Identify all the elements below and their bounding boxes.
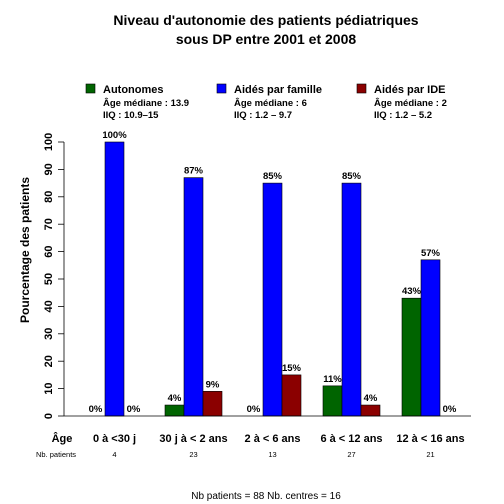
category-label-0: 0 à <30 j xyxy=(93,433,136,445)
data-label-0-2: 0% xyxy=(247,404,261,415)
legend-iiq-2: IIQ : 1.2 – 5.2 xyxy=(374,110,432,121)
footer-summary: Nb patients = 88 Nb. centres = 16 xyxy=(191,491,341,502)
data-label-1-3: 85% xyxy=(342,171,362,182)
data-label-1-2: 85% xyxy=(263,171,283,182)
category-labels: 0 à <30 j 4 30 j à < 2 ans 23 2 à < 6 ans 13 6… xyxy=(93,433,465,459)
data-label-2-3: 4% xyxy=(364,393,378,404)
legend-iiq-0: IIQ : 10.9–15 xyxy=(103,110,159,121)
chart-title-line1: Niveau d'autonomie des patients pédiatri… xyxy=(113,12,418,28)
legend-median-0: Âge médiane : 13.9 xyxy=(103,97,189,109)
bar-1-0 xyxy=(104,141,125,417)
bar-0-4 xyxy=(401,297,422,417)
y-tick-label-70: 70 xyxy=(43,218,55,230)
data-label-1-1: 87% xyxy=(184,166,204,177)
bar-1-4 xyxy=(420,259,441,417)
nb-patients-1: 23 xyxy=(189,450,197,459)
legend-median-1: Âge médiane : 6 xyxy=(234,97,307,109)
y-tick-label-10: 10 xyxy=(43,382,55,394)
y-tick-label-40: 40 xyxy=(43,300,55,312)
data-label-0-4: 43% xyxy=(402,286,422,297)
y-axis: 0 10 20 30 40 50 60 70 80 90 100 xyxy=(43,133,65,419)
y-tick-label-80: 80 xyxy=(43,191,55,203)
row-label-age: Âge xyxy=(52,432,73,445)
category-label-1: 30 j à < 2 ans xyxy=(159,433,227,445)
y-tick-label-20: 20 xyxy=(43,355,55,367)
data-label-2-2: 15% xyxy=(282,363,302,374)
nb-patients-2: 13 xyxy=(268,450,276,459)
legend-label-1: Aidés par famille xyxy=(234,84,322,96)
legend-label-0: Autonomes xyxy=(103,84,164,96)
bar-1-3 xyxy=(341,182,362,417)
data-label-1-4: 57% xyxy=(421,248,441,259)
bar-2-2 xyxy=(281,374,302,417)
data-label-0-0: 0% xyxy=(89,404,103,415)
data-label-0-3: 11% xyxy=(323,374,342,385)
nb-patients-0: 4 xyxy=(112,450,116,459)
y-tick-label-100: 100 xyxy=(43,133,55,151)
bar-0-3 xyxy=(322,385,343,417)
legend-swatch-0 xyxy=(85,83,96,94)
y-tick-label-30: 30 xyxy=(43,328,55,340)
y-axis-label: Pourcentage des patients xyxy=(18,177,32,323)
data-label-2-0: 0% xyxy=(127,404,141,415)
category-label-3: 6 à < 12 ans xyxy=(320,433,382,445)
legend-swatch-1 xyxy=(216,83,227,94)
y-tick-label-50: 50 xyxy=(43,273,55,285)
bar-1-2 xyxy=(262,182,283,417)
bars xyxy=(104,141,441,417)
bar-2-3 xyxy=(360,404,381,417)
bar-0-1 xyxy=(164,404,185,417)
category-label-4: 12 à < 16 ans xyxy=(396,433,464,445)
legend-iiq-1: IIQ : 1.2 – 9.7 xyxy=(234,110,292,121)
y-tick-label-90: 90 xyxy=(43,163,55,175)
y-tick-label-60: 60 xyxy=(43,245,55,257)
nb-patients-3: 27 xyxy=(347,450,355,459)
row-label-nb-patients: Nb. patients xyxy=(36,450,76,459)
data-labels: 0% 100% 0% 4% 87% 9% 0% 85% 15% 11% 85% 4% 43% 57% 0% xyxy=(89,130,457,415)
bar-1-1 xyxy=(183,177,204,417)
data-label-2-4: 0% xyxy=(443,404,457,415)
data-label-0-1: 4% xyxy=(168,393,182,404)
legend-swatch-2 xyxy=(356,83,367,94)
nb-patients-4: 21 xyxy=(426,450,434,459)
chart-title-line2: sous DP entre 2001 et 2008 xyxy=(176,31,357,47)
y-tick-label-0: 0 xyxy=(43,413,55,419)
data-label-2-1: 9% xyxy=(206,379,220,390)
data-label-1-0: 100% xyxy=(102,130,127,141)
legend-median-2: Âge médiane : 2 xyxy=(374,97,447,109)
bar-2-1 xyxy=(202,391,223,417)
category-label-2: 2 à < 6 ans xyxy=(245,433,301,445)
legend-label-2: Aidés par IDE xyxy=(374,84,446,96)
